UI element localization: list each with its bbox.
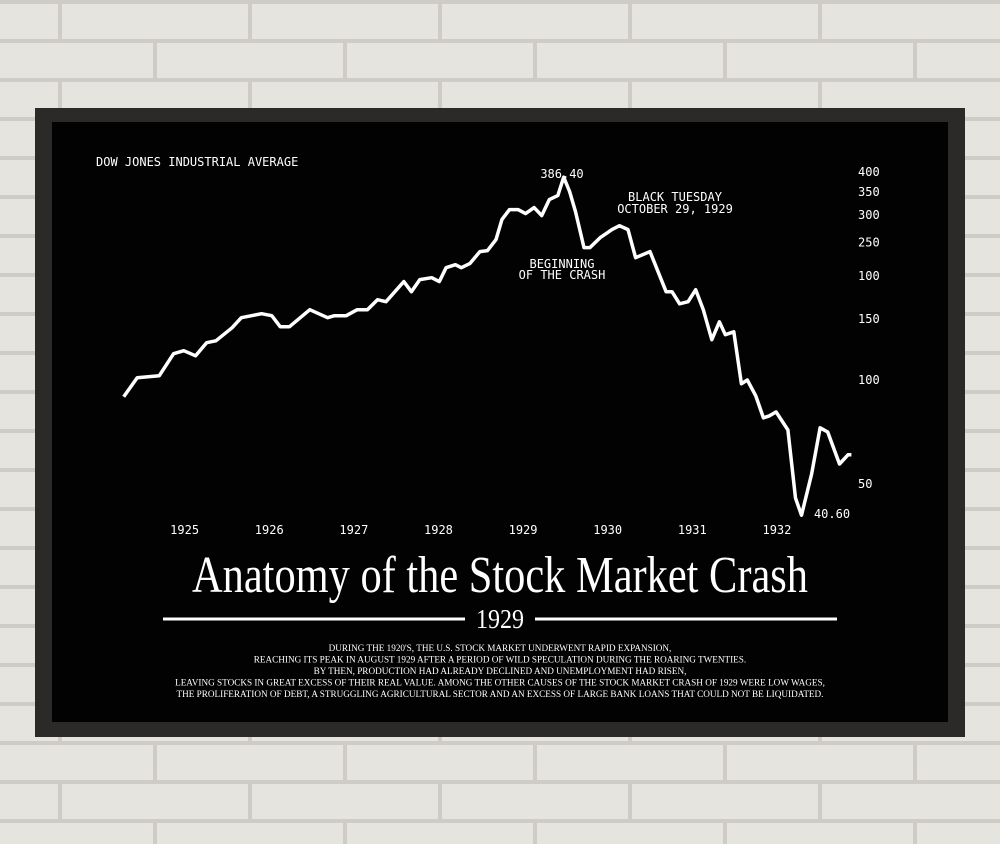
y-tick-label: 300 <box>858 208 880 222</box>
annotation: 40.60 <box>814 507 850 521</box>
x-tick-label: 1925 <box>170 523 199 537</box>
y-tick-label: 50 <box>858 477 872 491</box>
poster-title: Anatomy of the Stock Market Crash <box>192 547 808 604</box>
annotation: OCTOBER 29, 1929 <box>617 202 733 216</box>
x-tick-label: 1930 <box>593 523 622 537</box>
annotation: BEGINNING <box>529 257 594 271</box>
x-tick-label: 1931 <box>678 523 707 537</box>
description-line: BY THEN, PRODUCTION HAD ALREADY DECLINED… <box>314 666 687 676</box>
chart-title: DOW JONES INDUSTRIAL AVERAGE <box>96 155 298 169</box>
y-tick-label: 350 <box>858 185 880 199</box>
poster-year: 1929 <box>476 604 524 634</box>
annotation: BLACK TUESDAY <box>628 190 723 204</box>
y-tick-label: 250 <box>858 236 880 250</box>
description-line: REACHING ITS PEAK IN AUGUST 1929 AFTER A… <box>254 655 746 665</box>
x-tick-label: 1926 <box>255 523 284 537</box>
x-tick-label: 1927 <box>339 523 368 537</box>
description-line: THE PROLIFERATION OF DEBT, A STRUGGLING … <box>177 689 824 699</box>
description-line: DURING THE 1920'S, THE U.S. STOCK MARKET… <box>329 643 672 653</box>
x-tick-label: 1928 <box>424 523 453 537</box>
description-line: LEAVING STOCKS IN GREAT EXCESS OF THEIR … <box>175 678 825 688</box>
description: DURING THE 1920'S, THE U.S. STOCK MARKET… <box>175 643 825 699</box>
x-tick-label: 1929 <box>509 523 538 537</box>
annotation: OF THE CRASH <box>519 268 606 282</box>
y-tick-label: 400 <box>858 165 880 179</box>
y-tick-label: 150 <box>858 312 880 326</box>
y-tick-label: 100 <box>858 269 880 283</box>
price-line <box>122 175 852 517</box>
annotation: 386.40 <box>540 167 583 181</box>
x-tick-label: 1932 <box>762 523 791 537</box>
y-tick-label: 100 <box>858 373 880 387</box>
